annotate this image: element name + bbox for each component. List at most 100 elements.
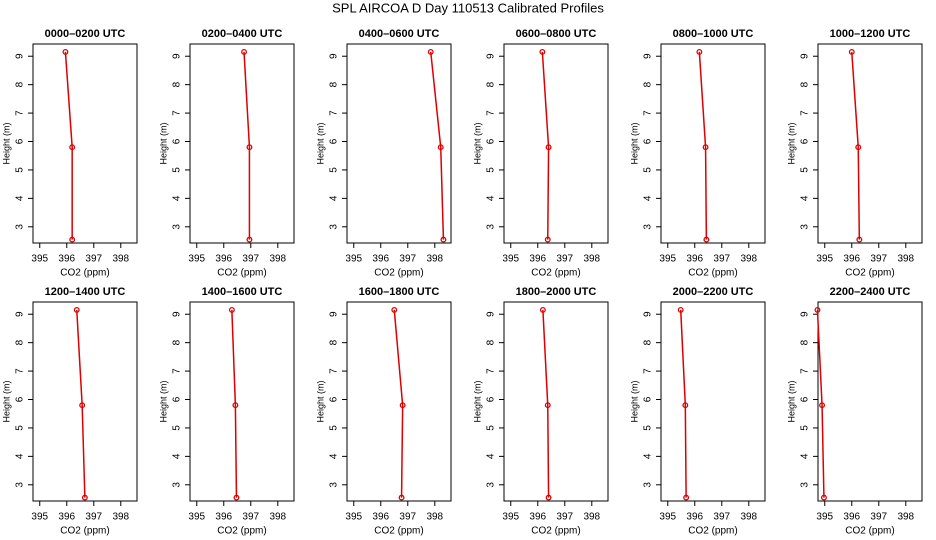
x-tick-label: 396 bbox=[529, 512, 546, 523]
y-axis-label: Height (m) bbox=[1, 380, 11, 422]
y-tick-label: 7 bbox=[800, 368, 811, 374]
y-tick-label: 9 bbox=[486, 311, 497, 317]
y-tick-label: 7 bbox=[329, 110, 340, 116]
y-axis-label: Height (m) bbox=[472, 380, 482, 422]
x-tick-label: 397 bbox=[85, 512, 102, 523]
x-tick-label: 395 bbox=[816, 254, 833, 265]
data-point bbox=[62, 49, 69, 55]
y-tick-label: 8 bbox=[329, 81, 340, 87]
panel-title: 1600–1800 UTC bbox=[359, 286, 440, 298]
y-tick-label: 5 bbox=[800, 167, 811, 173]
y-tick-label: 9 bbox=[329, 311, 340, 317]
x-tick-label: 395 bbox=[31, 254, 48, 265]
x-tick-label: 395 bbox=[345, 254, 362, 265]
y-axis-label: Height (m) bbox=[158, 380, 168, 422]
data-point bbox=[539, 49, 546, 55]
y-tick-label: 9 bbox=[15, 53, 26, 59]
y-tick-label: 3 bbox=[800, 224, 811, 230]
x-axis-label: CO2 (ppm) bbox=[60, 268, 109, 279]
profile-line bbox=[76, 309, 86, 498]
y-tick-label: 4 bbox=[172, 195, 183, 201]
y-tick-label: 4 bbox=[643, 195, 654, 201]
x-tick-label: 398 bbox=[112, 254, 129, 265]
y-tick-label: 5 bbox=[800, 425, 811, 431]
y-tick-label: 9 bbox=[643, 311, 654, 317]
x-tick-label: 395 bbox=[502, 254, 519, 265]
panel-title: 1000–1200 UTC bbox=[830, 28, 911, 40]
y-tick-label: 8 bbox=[486, 339, 497, 345]
y-axis-label: Height (m) bbox=[158, 122, 168, 164]
data-point bbox=[69, 144, 76, 151]
y-tick-label: 7 bbox=[643, 368, 654, 374]
plot-frame bbox=[817, 301, 923, 502]
x-tick-label: 398 bbox=[269, 254, 286, 265]
x-tick-label: 396 bbox=[215, 254, 232, 265]
data-point bbox=[232, 402, 239, 409]
profile-line bbox=[64, 51, 73, 240]
panel-title: 1800–2000 UTC bbox=[516, 286, 597, 298]
y-tick-label: 9 bbox=[15, 311, 26, 317]
data-point bbox=[69, 236, 76, 243]
y-tick-label: 3 bbox=[486, 224, 497, 230]
y-tick-label: 4 bbox=[329, 453, 340, 459]
profile-line bbox=[698, 51, 708, 240]
data-point bbox=[703, 236, 710, 243]
y-tick-label: 8 bbox=[486, 81, 497, 87]
x-tick-label: 398 bbox=[426, 254, 443, 265]
plot-frame bbox=[346, 301, 452, 502]
data-point bbox=[855, 144, 862, 151]
y-tick-label: 3 bbox=[486, 482, 497, 488]
data-point bbox=[241, 49, 247, 55]
x-tick-label: 396 bbox=[686, 254, 703, 265]
y-tick-label: 9 bbox=[800, 53, 811, 59]
y-tick-label: 4 bbox=[486, 453, 497, 459]
y-tick-label: 8 bbox=[172, 339, 183, 345]
y-tick-label: 8 bbox=[15, 339, 26, 345]
profile-line bbox=[243, 51, 251, 240]
y-axis-label: Height (m) bbox=[786, 380, 796, 422]
profile-line bbox=[541, 51, 550, 240]
y-tick-label: 7 bbox=[15, 110, 26, 116]
plot-frame bbox=[346, 43, 452, 244]
x-axis-label: CO2 (ppm) bbox=[688, 526, 737, 537]
profile-line bbox=[816, 309, 825, 498]
data-point bbox=[856, 236, 863, 243]
y-tick-label: 6 bbox=[486, 138, 497, 144]
panel-title: 0200–0400 UTC bbox=[202, 28, 283, 40]
y-tick-label: 9 bbox=[643, 53, 654, 59]
data-point bbox=[545, 494, 552, 501]
data-point bbox=[539, 307, 546, 313]
y-tick-label: 5 bbox=[172, 425, 183, 431]
y-axis-label: Height (m) bbox=[786, 122, 796, 164]
x-tick-label: 398 bbox=[426, 512, 443, 523]
x-tick-label: 395 bbox=[31, 512, 48, 523]
data-point bbox=[391, 307, 398, 313]
x-tick-label: 396 bbox=[843, 512, 860, 523]
x-axis-label: CO2 (ppm) bbox=[531, 526, 580, 537]
x-tick-label: 398 bbox=[112, 512, 129, 523]
panel-title: 0600–0800 UTC bbox=[516, 28, 597, 40]
x-tick-label: 396 bbox=[58, 512, 75, 523]
x-tick-label: 396 bbox=[215, 512, 232, 523]
plot-frame bbox=[189, 301, 295, 502]
y-tick-label: 7 bbox=[172, 110, 183, 116]
y-axis-label: Height (m) bbox=[629, 122, 639, 164]
x-tick-label: 397 bbox=[556, 254, 573, 265]
panel-title: 1400–1600 UTC bbox=[202, 286, 283, 298]
y-tick-label: 9 bbox=[486, 53, 497, 59]
data-point bbox=[848, 49, 855, 55]
y-tick-label: 8 bbox=[800, 339, 811, 345]
y-tick-label: 9 bbox=[800, 311, 811, 317]
y-tick-label: 4 bbox=[172, 453, 183, 459]
y-tick-label: 8 bbox=[800, 81, 811, 87]
x-tick-label: 396 bbox=[372, 512, 389, 523]
data-point bbox=[696, 49, 703, 55]
y-axis-label: Height (m) bbox=[315, 380, 325, 422]
y-tick-label: 4 bbox=[329, 195, 340, 201]
y-tick-label: 6 bbox=[329, 396, 340, 402]
data-point bbox=[79, 402, 86, 409]
data-point bbox=[398, 494, 405, 501]
y-tick-label: 3 bbox=[643, 224, 654, 230]
y-tick-label: 6 bbox=[486, 396, 497, 402]
data-point bbox=[81, 494, 88, 501]
